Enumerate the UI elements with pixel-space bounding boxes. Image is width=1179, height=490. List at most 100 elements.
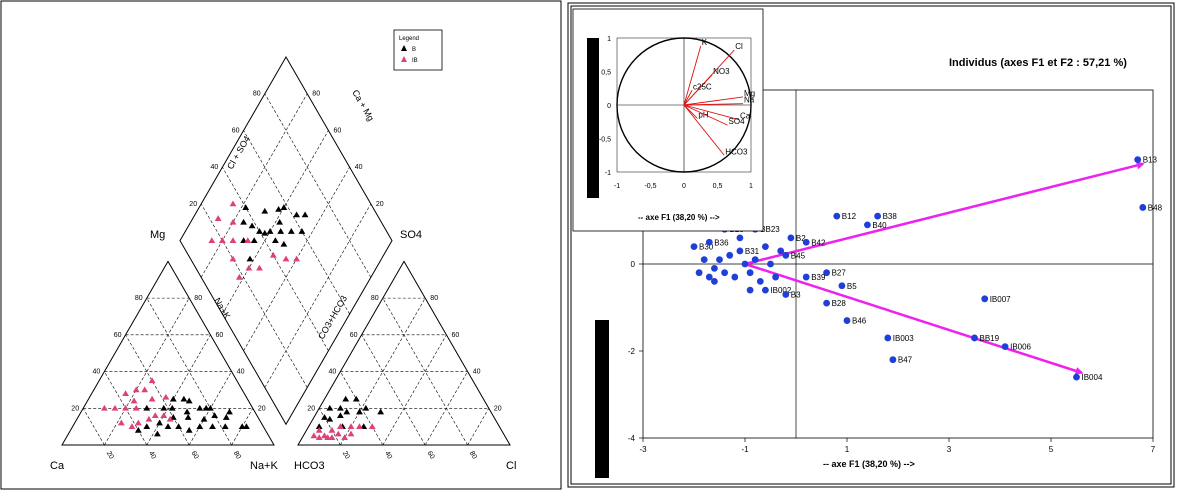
diamond-point-b: [277, 228, 285, 234]
cation-point-ib: [134, 419, 142, 426]
diamond-point-ib: [293, 255, 300, 262]
vector-na-label: Na: [744, 96, 755, 105]
cation-point-ib: [111, 404, 119, 411]
pca-xlabel: -- axe F1 (38,20 %) -->: [823, 459, 915, 469]
pca-point-ib004: [1073, 373, 1080, 381]
diamond-outline: [179, 56, 393, 426]
pca-arrows: [744, 161, 1145, 375]
inset-y-label-redacted: [587, 38, 599, 198]
diamond-point-ib: [282, 255, 290, 262]
diamond-point-b: [261, 229, 269, 236]
corner-label-hco3: HCO3: [294, 460, 325, 472]
vector-hco3: [683, 104, 725, 156]
x-tick-label: -3: [639, 445, 647, 454]
piper-points: [101, 200, 385, 441]
diamond-point-ib: [269, 251, 277, 258]
cation-point-b: [226, 408, 233, 415]
cation-point-b: [185, 397, 193, 404]
anion-tick-label: 20: [341, 450, 351, 460]
cation-point-b: [221, 423, 229, 430]
diamond-gridline: [264, 93, 372, 278]
pca-point-b12-label: B12: [842, 212, 857, 221]
cation-tick-label: 80: [194, 295, 202, 302]
cation-point-b: [243, 423, 250, 430]
pca-point-ib006-label: IB006: [1010, 343, 1031, 352]
pca-point-bb19: [971, 334, 978, 342]
anion-tick-label: 60: [350, 332, 358, 339]
vector-k: [683, 45, 702, 106]
pca-point-b28: [823, 299, 830, 307]
anion-point-ib: [347, 430, 355, 437]
anion-triangle-gridline: [318, 408, 341, 446]
pca-point: [751, 256, 759, 264]
diamond-point-ib: [229, 237, 237, 243]
pca-point-bb23-label: BB23: [760, 225, 780, 234]
cation-tick-label: 80: [232, 450, 242, 460]
cation-point-b: [196, 423, 204, 430]
pca-point: [731, 273, 739, 281]
pca-point-b27-label: B27: [832, 269, 847, 278]
cation-point-ib: [162, 393, 170, 400]
vector-c25c-label: c25C: [693, 82, 712, 91]
vector-na: [683, 103, 743, 106]
pca-point-bb19-label: BB19: [980, 334, 1000, 343]
x-tick-label: 5: [1049, 445, 1054, 454]
cation-point-b: [184, 414, 192, 420]
diamond-point-b: [287, 228, 295, 234]
pca-point-b13: [1134, 156, 1142, 164]
pca-point: [772, 273, 779, 281]
x-tick-label: 1: [845, 445, 850, 454]
anion-point-b: [356, 408, 363, 415]
cation-point-b: [169, 395, 177, 402]
anion-triangle-gridline: [424, 371, 468, 446]
cation-triangle-gridline: [82, 408, 105, 446]
cation-point-b: [156, 419, 163, 426]
cation-point-b: [154, 430, 161, 437]
anion-point-ib: [334, 430, 342, 437]
anion-triangle-gridline: [340, 297, 426, 446]
pca-point-b5: [838, 282, 846, 290]
anion-triangle-gridline: [382, 297, 468, 446]
diamond-point-b: [275, 206, 282, 212]
pca-arrow-2: [744, 262, 1084, 375]
pca-point-b3-label: B3: [791, 290, 801, 299]
anion-tick-label: 40: [329, 369, 337, 376]
vector-k-label: K: [702, 38, 708, 47]
pca-point-b40-label: B40: [872, 221, 887, 230]
cation-point-b: [143, 423, 151, 430]
inset-x-tick-label: -1: [614, 183, 620, 190]
pca-point-b27: [823, 269, 830, 277]
vector-mg-label: Mg: [744, 89, 755, 98]
pca-point-b39-label: B39: [811, 273, 826, 282]
cation-point-b: [164, 423, 172, 430]
cation-point-ib: [122, 404, 129, 411]
anion-tick-label: 20: [494, 405, 502, 412]
diamond-point-b: [242, 204, 250, 210]
vector-ca: [683, 104, 740, 121]
anion-triangle-gridline: [340, 371, 384, 446]
anion-point-ib: [328, 426, 336, 433]
pca-point: [746, 286, 754, 294]
anion-point-b: [362, 404, 370, 411]
inset-plot-area: [616, 37, 752, 173]
anion-point-ib: [315, 426, 323, 433]
inset-x-tick-label: 1: [749, 183, 753, 190]
pca-chart: Individus (axes F1 et F2 : 57,21 %) -- a…: [567, 2, 1175, 488]
vector-no3: [683, 74, 713, 106]
anion-point-b: [326, 404, 334, 411]
vector-ph-label: pH: [698, 110, 708, 119]
diamond-tick-label: 80: [253, 91, 261, 98]
diamond-point-ib: [256, 264, 263, 271]
pca-point: [726, 251, 734, 259]
pca-point-b45: [782, 251, 790, 259]
pca-point-ib002: [762, 286, 769, 294]
anion-point-ib: [321, 432, 328, 439]
cation-point-ib: [101, 404, 108, 411]
inset-y-tick-label: 0: [607, 103, 611, 110]
pca-point-ib003-label: IB003: [893, 334, 914, 343]
pca-point: [711, 264, 718, 272]
vector-so4: [683, 104, 728, 126]
pca-point-b3: [782, 291, 790, 298]
pca-point-b46: [843, 317, 851, 324]
cation-tick-label: 20: [71, 405, 79, 412]
